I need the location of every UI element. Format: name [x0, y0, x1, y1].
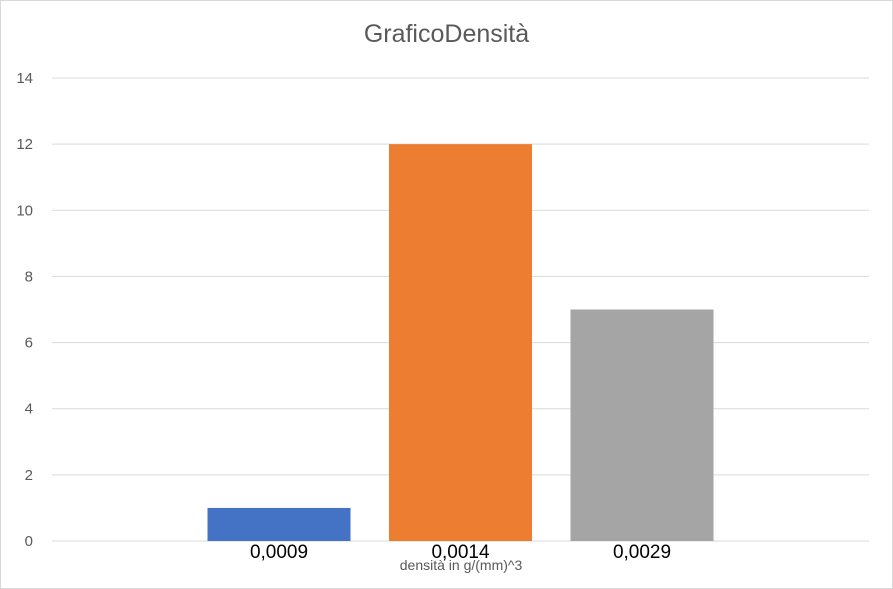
y-tick-label: 10 — [16, 202, 33, 219]
x-category-label: 0,0029 — [613, 542, 671, 563]
y-tick-label: 6 — [25, 335, 33, 352]
y-tick-label: 0 — [25, 533, 33, 550]
bar — [570, 309, 714, 541]
y-axis-ticks: 0 2 4 6 8 10 12 14 — [16, 70, 33, 550]
y-tick-label: 2 — [25, 467, 33, 484]
y-tick-label: 4 — [25, 401, 33, 418]
x-category-label: 0,0014 — [431, 542, 490, 563]
y-tick-label: 14 — [16, 70, 33, 87]
x-axis-title: densità in g/(mm)^3 — [400, 557, 523, 573]
chart-title: GraficoDensità — [363, 20, 530, 48]
y-tick-label: 12 — [16, 136, 33, 153]
bar — [207, 507, 351, 541]
x-axis-categories: 0,0009 0,0014 0,0029 — [250, 542, 671, 563]
x-category-label: 0,0009 — [250, 542, 308, 563]
bars — [207, 144, 714, 541]
bar — [389, 144, 532, 541]
y-tick-label: 8 — [25, 268, 33, 285]
